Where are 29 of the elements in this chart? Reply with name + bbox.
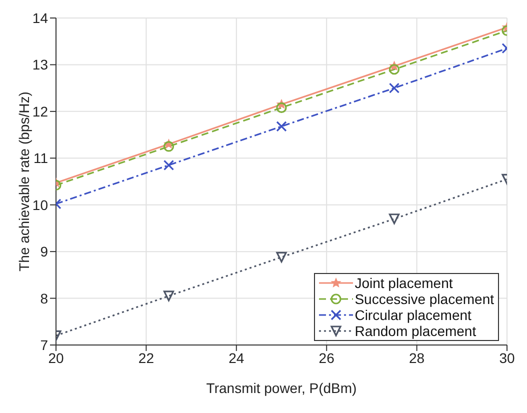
x-tick-label: 22	[138, 350, 154, 366]
point	[388, 82, 400, 94]
x-tick-label: 20	[48, 350, 64, 366]
y-tick-label: 9	[40, 244, 48, 260]
y-tick-label: 8	[40, 290, 48, 306]
y-tick-label: 14	[32, 10, 48, 26]
point	[163, 160, 174, 170]
x-tick-label: 30	[499, 350, 515, 366]
y-tick-label: 11	[33, 150, 48, 166]
x-axis-title: Transmit power, P(dBm)	[206, 380, 357, 396]
point	[388, 64, 400, 75]
y-axis-title: The achievable rate (bps/Hz)	[16, 92, 32, 272]
point	[276, 102, 287, 113]
point	[163, 141, 174, 152]
x-tick-label: 24	[228, 350, 244, 366]
legend-label: Circular placement	[354, 307, 472, 323]
point	[388, 214, 400, 224]
x-tick-label: 28	[409, 350, 425, 366]
legend-label: Random placement	[354, 323, 476, 339]
point	[276, 252, 287, 262]
legend-label: Joint placement	[354, 275, 453, 291]
y-tick-label: 13	[32, 56, 48, 73]
y-tick-label: 12	[32, 103, 48, 120]
point	[163, 290, 174, 302]
y-tick-label: 10	[32, 196, 48, 213]
point	[276, 121, 287, 132]
y-tick-label: 7	[40, 336, 48, 353]
legend-label: Successive placement	[354, 291, 494, 307]
x-tick-label: 26	[318, 350, 335, 366]
